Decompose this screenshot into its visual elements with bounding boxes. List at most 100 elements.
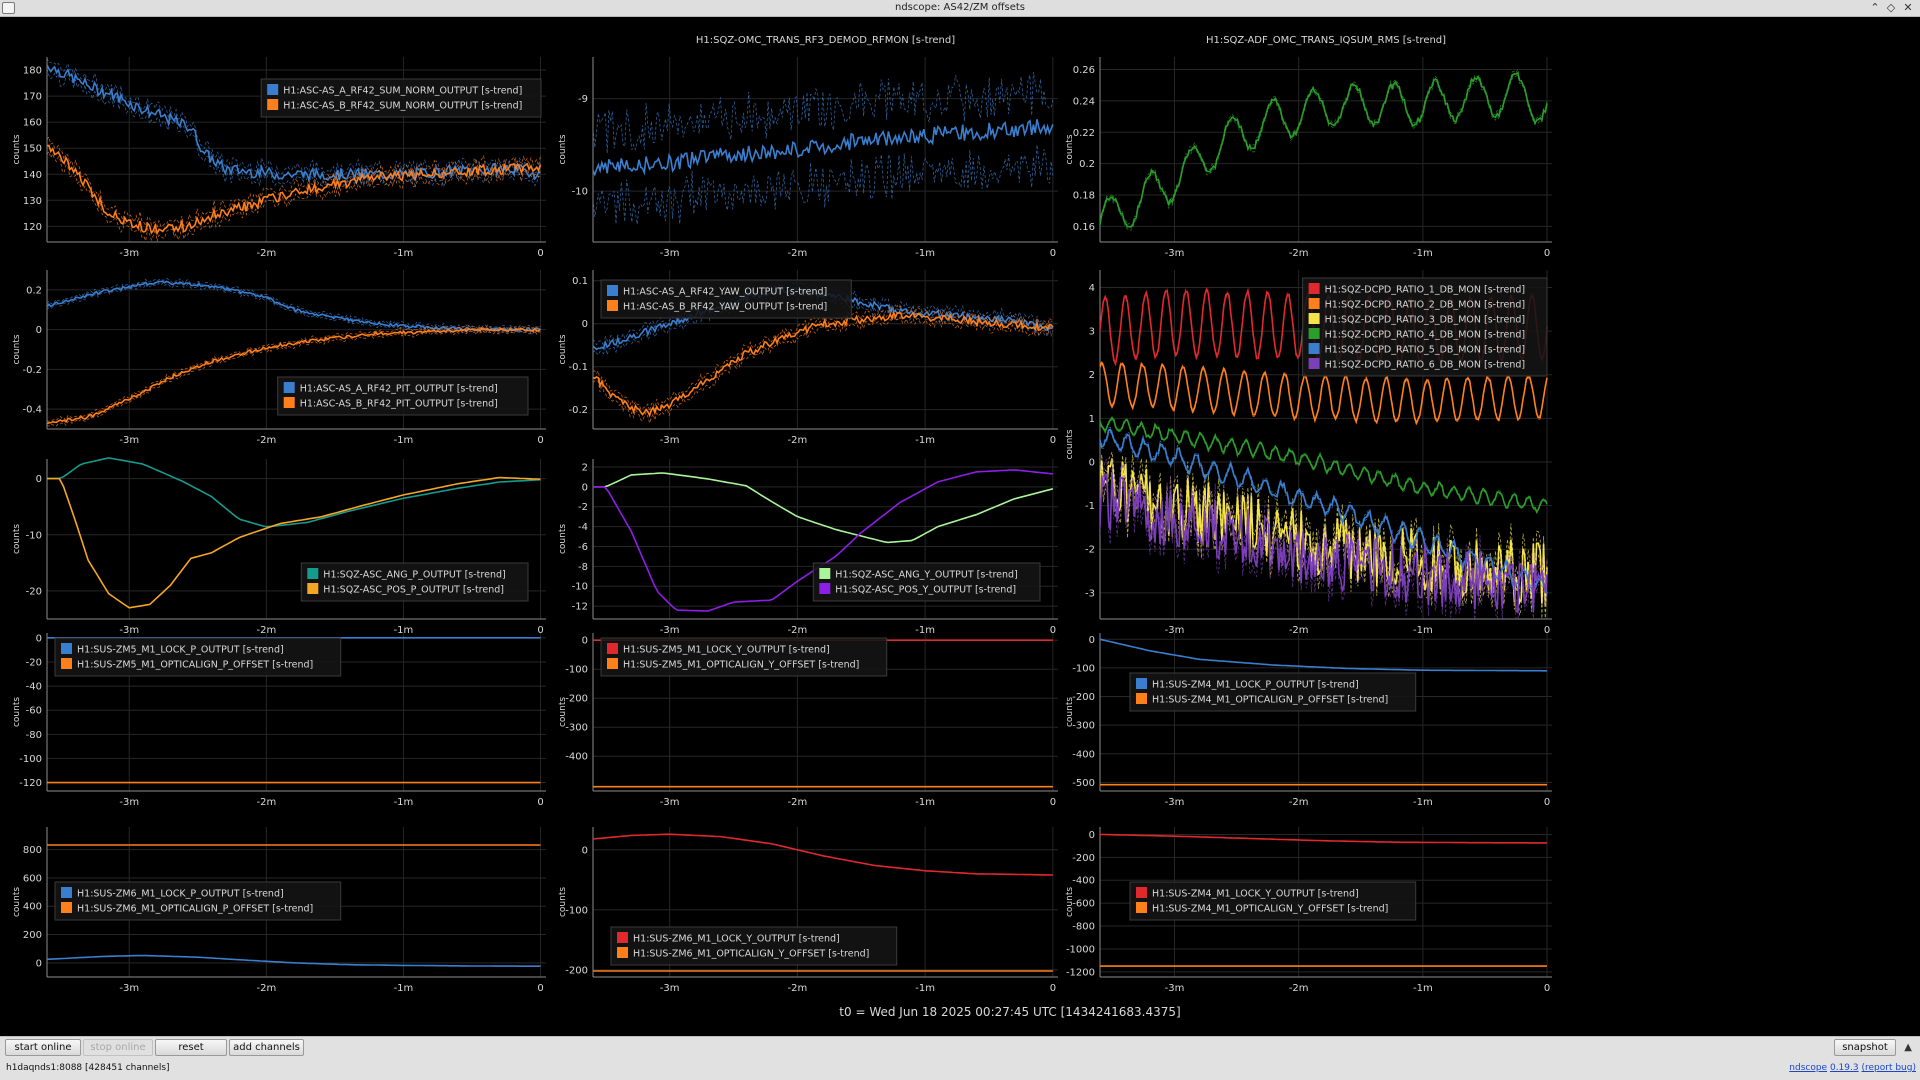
reset-button[interactable]: reset (155, 1039, 227, 1056)
start-online-button[interactable]: start online (5, 1039, 81, 1056)
plot-title: H1:SQZ-OMC_TRANS_RF3_DEMOD_RFMON [s-tren… (696, 35, 955, 46)
series-line (47, 64, 541, 183)
x-tick-label: 0 (1544, 983, 1550, 994)
legend-swatch (819, 568, 831, 579)
y-tick-label: 800 (23, 845, 42, 856)
x-tick-label: -2m (1289, 983, 1309, 994)
legend-entry: H1:SQZ-DCPD_RATIO_4_DB_MON [s-trend] (1325, 330, 1526, 341)
y-tick-label: 0 (582, 319, 588, 330)
legend-box (1302, 277, 1548, 377)
legend: H1:SQZ-ASC_ANG_Y_OUTPUT [s-trend] H1:SQZ-… (812, 562, 1041, 602)
legend-entry: H1:SUS-ZM5_M1_LOCK_Y_OUTPUT [s-trend] (623, 645, 830, 656)
plot-p23[interactable]: -3m -2m -1m 0 4 3 2 1 0 -1 -2 -3 counts H1:SQZ-DCPD_R… (1065, 270, 1552, 636)
legend: H1:SQZ-ASC_ANG_P_OUTPUT [s-trend] H1:SQZ-… (300, 562, 529, 602)
y-tick-label: -1200 (1066, 967, 1095, 978)
plot-p21[interactable]: -3m -2m -1m 0 0.2 0 -0.2 -0.4 counts H1:ASC-AS_A_… (12, 270, 546, 446)
series-line (47, 457, 541, 528)
y-tick-label: 0.18 (1073, 190, 1095, 201)
y-tick-label: -100 (19, 754, 42, 765)
y-axis-label: counts (558, 887, 568, 917)
y-tick-label: -3 (1085, 588, 1095, 599)
y-tick-label: -500 (1072, 778, 1095, 789)
y-tick-label: 4 (1089, 283, 1095, 294)
series-line (593, 119, 1054, 177)
plot-p11[interactable]: -3m -2m -1m 0 180 170 160 150 140 130 120 counts H1:… (12, 57, 546, 259)
y-tick-label: 0.16 (1073, 222, 1095, 233)
series-max-line (1100, 451, 1548, 593)
add-channels-button[interactable]: add channels (229, 1039, 304, 1056)
legend-entry: H1:SUS-ZM5_M1_OPTICALIGN_Y_OFFSET [s-tre… (623, 660, 859, 671)
y-axis-label: counts (12, 697, 22, 727)
snapshot-button[interactable]: snapshot (1834, 1039, 1896, 1056)
series-group (593, 833, 1053, 972)
series-max-line (1100, 68, 1548, 227)
y-tick-label: 2 (1089, 370, 1095, 381)
stop-online-button[interactable]: stop online (83, 1039, 153, 1056)
collapse-arrow-icon[interactable]: ▲ (1904, 1042, 1912, 1053)
legend-swatch (1308, 283, 1320, 294)
plot-p41[interactable]: -3m -2m -1m 0 0 -20 -40 -60 -80 -100 -120 counts H1:… (12, 633, 546, 808)
version-link-name[interactable]: ndscope (1789, 1063, 1828, 1073)
x-tick-label: -3m (119, 435, 139, 446)
plot-p53[interactable]: -3m -2m -1m 0 0 -200 -400 -600 -800 -1000 -1200 cou… (1065, 827, 1552, 994)
legend-swatch (1136, 902, 1147, 913)
status-text: h1daqnds1:8088 [428451 channels] (6, 1063, 170, 1073)
legend-entry: H1:SUS-ZM4_M1_OPTICALIGN_P_OFFSET [s-tre… (1152, 695, 1388, 706)
series-max-line (47, 324, 541, 422)
plot-p51[interactable]: -3m -2m -1m 0 800 600 400 200 0 counts H1:SUS-ZM6_… (12, 827, 546, 994)
window-restore-icon[interactable]: ◇ (1886, 1, 1896, 14)
y-tick-label: -300 (565, 723, 588, 734)
y-tick-label: -10 (572, 187, 588, 198)
y-tick-label: 0 (36, 633, 42, 644)
y-tick-label: 600 (23, 873, 42, 884)
legend-entry: H1:ASC-AS_A_RF42_YAW_OUTPUT [s-trend] (623, 287, 827, 298)
x-tick-label: -2m (788, 797, 808, 808)
plot-area[interactable]: t0 = Wed Jun 18 2025 00:27:45 UTC [14342… (0, 17, 1920, 1036)
x-tick-label: -2m (256, 435, 276, 446)
legend-swatch (607, 285, 618, 296)
x-tick-label: -3m (119, 797, 139, 808)
series-min-line (47, 150, 541, 242)
y-axis-label: counts (558, 697, 568, 727)
plot-p52[interactable]: -3m -2m -1m 0 0 -100 -200 counts H1:SUS-ZM6_M1_L… (558, 827, 1058, 994)
plot-p12[interactable]: H1:SQZ-OMC_TRANS_RF3_DEMOD_RFMON [s-tren… (558, 35, 1058, 259)
y-tick-label: 0.26 (1073, 65, 1095, 76)
y-axis-label: counts (12, 887, 22, 917)
plot-p33[interactable]: -3m -2m -1m 0 0 -100 -200 -300 -400 -500 counts H1:… (1065, 633, 1552, 808)
t0-label: t0 = Wed Jun 18 2025 00:27:45 UTC [14342… (839, 1005, 1180, 1019)
legend-swatch (61, 887, 72, 898)
legend-box (54, 881, 342, 921)
x-tick-label: -2m (788, 435, 808, 446)
y-tick-label: 170 (23, 92, 42, 103)
plot-p32[interactable]: -3m -2m -1m 0 2 0 -2 -4 -6 -8 -10 -12 counts H1:SQZ-A… (558, 459, 1058, 636)
x-tick-label: -2m (788, 248, 808, 259)
y-tick-label: -4 (578, 522, 588, 533)
report-bug-link[interactable]: (report bug) (1861, 1063, 1916, 1073)
legend: H1:ASC-AS_A_RF42_YAW_OUTPUT [s-trend] H1:… (600, 279, 852, 319)
legend-box (1129, 672, 1417, 712)
window-collapse-icon[interactable]: ⌃ (1870, 1, 1880, 14)
x-tick-label: 0 (537, 248, 543, 259)
legend: H1:ASC-AS_A_RF42_PIT_OUTPUT [s-trend] H1:… (277, 376, 529, 416)
plot-p31[interactable]: -3m -2m -1m 0 0 -10 -20 counts H1:SQZ-ASC_ANG_P_… (12, 457, 546, 636)
series-line (1100, 416, 1548, 514)
series-min-line (1100, 74, 1548, 231)
plot-p22[interactable]: -3m -2m -1m 0 0.1 0 -0.1 -0.2 counts H1:ASC-AS_A_… (558, 270, 1058, 446)
legend-box (600, 279, 852, 319)
series-max-line (593, 71, 1054, 154)
y-tick-label: -0.2 (568, 405, 588, 416)
window-close-icon[interactable]: ✕ (1903, 1, 1913, 14)
plot-p13[interactable]: H1:SQZ-ADF_OMC_TRANS_IQSUM_RMS [s-trend]… (1065, 35, 1552, 259)
legend-swatch (617, 932, 628, 943)
version-link-number[interactable]: 0.19.3 (1829, 1063, 1859, 1073)
x-tick-label: -3m (1165, 248, 1185, 259)
legend-swatch (607, 643, 618, 654)
y-tick-label: -120 (19, 778, 42, 789)
plot-p42[interactable]: -3m -2m -1m 0 0 -100 -200 -300 -400 counts H1:SUS-… (558, 633, 1058, 808)
y-tick-label: 130 (23, 196, 42, 207)
y-tick-label: -9 (578, 94, 588, 105)
y-tick-label: -100 (565, 905, 588, 916)
legend-box (610, 926, 898, 966)
legend-box (277, 376, 529, 416)
x-tick-label: 0 (1544, 625, 1550, 636)
